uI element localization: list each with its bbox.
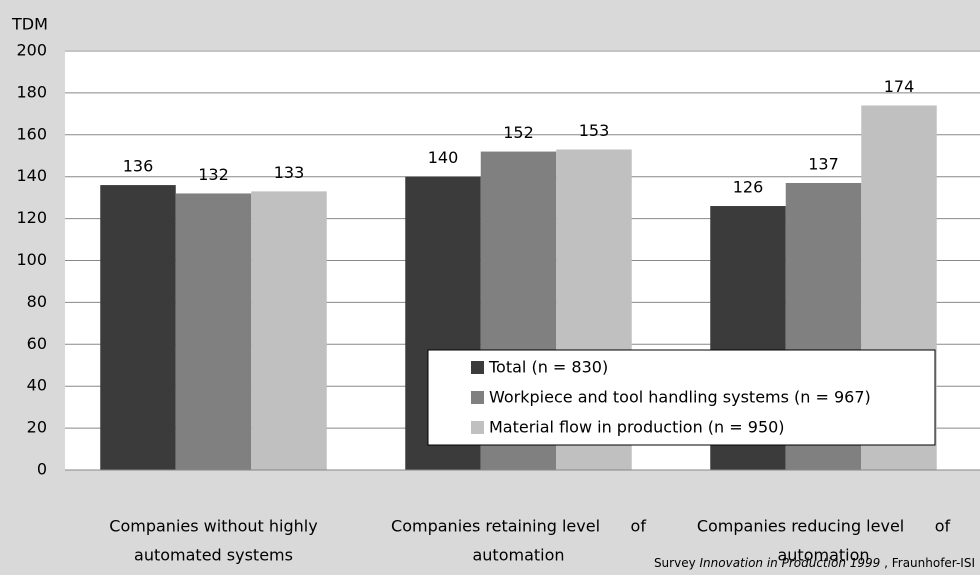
y-tick-label: 140: [16, 166, 47, 185]
legend-swatch: [471, 421, 484, 434]
legend-swatch: [471, 391, 484, 404]
bar: [251, 191, 327, 471]
y-tick-label: 0: [37, 460, 47, 479]
data-label: 136: [123, 157, 154, 176]
bar: [175, 193, 252, 470]
x-tick-label: Companies reducing level of: [697, 517, 951, 536]
data-label: 174: [884, 77, 915, 96]
legend-swatch: [471, 361, 484, 374]
y-tick-label: 20: [27, 418, 47, 437]
data-label: 126: [733, 178, 764, 197]
y-tick-label: 60: [27, 334, 47, 353]
legend-label: Material flow in production (n = 950): [489, 418, 785, 437]
y-tick-label: 120: [16, 208, 47, 227]
y-tick-label: 160: [16, 124, 47, 143]
legend-box: [427, 349, 936, 446]
x-tick-label: automated systems: [134, 546, 293, 565]
y-tick-label: 40: [27, 376, 47, 395]
legend-label: Workpiece and tool handling systems (n =…: [489, 388, 871, 407]
source-text: Survey: [654, 556, 700, 570]
x-tick-label: automation: [472, 546, 564, 565]
legend-label: Total (n = 830): [488, 358, 608, 377]
data-label: 133: [274, 163, 305, 182]
source-note: Survey Innovation in Production 1999 , F…: [654, 556, 975, 570]
data-label: 137: [808, 154, 839, 173]
data-label: 153: [579, 121, 610, 140]
y-tick-label: 80: [27, 292, 47, 311]
source-text: , Fraunhofer-ISI: [880, 556, 975, 570]
data-label: 152: [503, 123, 534, 142]
source-title: Innovation in Production 1999: [700, 556, 881, 570]
x-tick-label: automation: [777, 546, 869, 565]
bar: [100, 185, 176, 470]
y-tick-label: 180: [16, 82, 47, 101]
x-tick-label: Companies without highly: [109, 517, 317, 536]
y-axis-label: TDM: [11, 15, 48, 34]
y-tick-label: 200: [16, 41, 47, 60]
data-label: 132: [198, 165, 229, 184]
y-tick-label: 100: [16, 250, 47, 269]
data-label: 140: [428, 148, 459, 167]
x-tick-label: Companies retaining level of: [391, 517, 646, 536]
